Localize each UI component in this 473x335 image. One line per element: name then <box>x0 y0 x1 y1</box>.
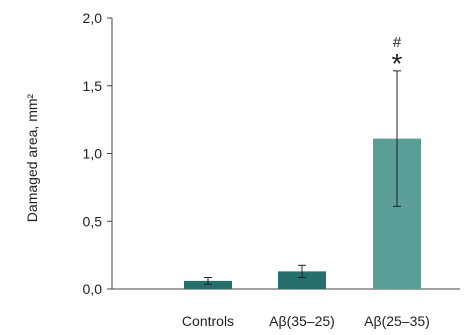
x-tick-label: Aβ(25–35) <box>364 313 430 329</box>
y-tick-label: 2,0 <box>83 10 103 26</box>
bar <box>184 280 232 289</box>
bars <box>184 138 421 289</box>
x-axis-labels: Controls Aβ(35–25) Aβ(25–35) <box>182 313 430 329</box>
y-axis: 0,0 0,5 1,0 1,5 2,0 <box>83 10 460 297</box>
y-tick-label: 1,5 <box>83 78 103 94</box>
significance-hash: # <box>393 34 402 51</box>
y-tick-label: 0,0 <box>83 281 103 297</box>
annotations: #* <box>392 34 403 79</box>
y-tick-label: 1,0 <box>83 146 103 162</box>
y-tick-label: 0,5 <box>83 213 103 229</box>
error-bars <box>204 70 401 285</box>
significance-asterisk: * <box>392 48 403 79</box>
bar <box>278 271 326 289</box>
x-tick-label: Aβ(35–25) <box>269 313 335 329</box>
x-tick-label: Controls <box>182 313 234 329</box>
y-axis-label: Damaged area, mm² <box>24 93 40 222</box>
